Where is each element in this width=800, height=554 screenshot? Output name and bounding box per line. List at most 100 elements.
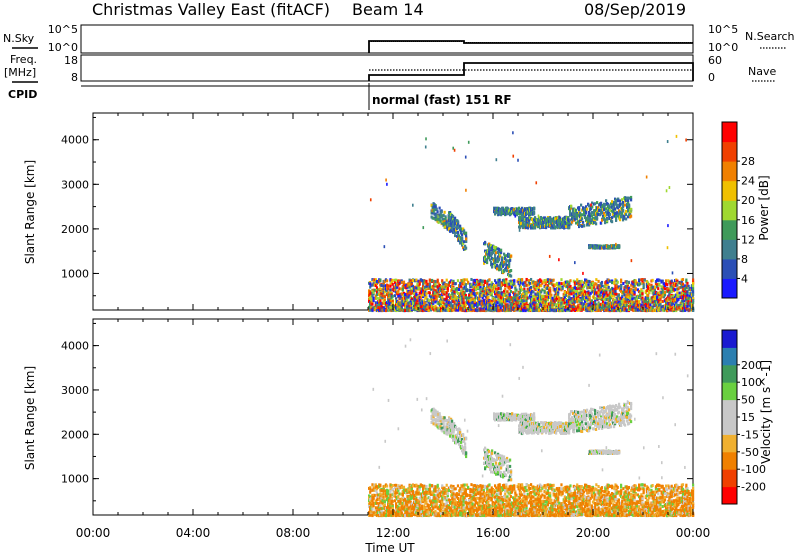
echo-cell	[446, 303, 449, 307]
echo-cell	[591, 210, 594, 214]
echo-cell	[463, 278, 466, 282]
echo-cell	[482, 286, 485, 290]
echo-cell	[589, 309, 592, 313]
echo-cell	[670, 307, 673, 311]
echo-cell	[400, 287, 403, 291]
echo-cell	[581, 296, 584, 300]
echo-cell	[611, 305, 614, 309]
echo-cell	[602, 292, 605, 296]
echo-cell	[553, 287, 556, 291]
echo-cell	[609, 293, 613, 297]
echo-cell	[462, 306, 465, 310]
echo-cell	[558, 281, 561, 285]
echo-cell	[643, 302, 646, 306]
echo-cell	[630, 283, 633, 287]
echo-cell	[668, 289, 671, 293]
echo-cell	[504, 283, 507, 287]
echo-cell	[479, 278, 482, 282]
echo-cell	[525, 295, 528, 299]
echo-cell	[508, 280, 511, 284]
echo-cell	[458, 234, 461, 238]
echo-cell	[612, 287, 615, 291]
echo-cell	[594, 290, 597, 294]
echo-cell	[445, 298, 448, 302]
echo-cell	[648, 304, 651, 308]
echo-cell	[607, 278, 610, 282]
echo-cell	[432, 209, 435, 213]
echo-cell	[552, 288, 555, 292]
echo-cell	[622, 203, 625, 207]
echo-cell	[387, 308, 390, 312]
echo-cell	[488, 306, 491, 310]
echo-cell	[542, 280, 545, 284]
echo-cell	[384, 301, 388, 305]
echo-cell	[543, 278, 546, 282]
echo-cell	[415, 306, 418, 310]
echo-cell	[415, 286, 418, 290]
echo-cell	[449, 296, 452, 300]
echo-cell	[634, 282, 637, 286]
echo-cell	[571, 299, 574, 303]
echo-cell	[469, 305, 472, 309]
echo-cell	[675, 304, 678, 308]
echo-cell	[668, 280, 671, 284]
echo-cell	[651, 291, 654, 295]
echo-cell	[572, 286, 575, 290]
echo-cell	[459, 297, 462, 301]
echo-cell	[469, 299, 472, 303]
echo-cell	[372, 288, 375, 292]
echo-cell	[515, 294, 518, 298]
echo-cell	[689, 308, 692, 312]
echo-cell	[374, 280, 377, 284]
echo-cell	[680, 282, 683, 286]
echo-cell	[659, 297, 662, 301]
echo-cell	[609, 305, 613, 309]
echo-cell	[606, 307, 609, 311]
echo-cell	[498, 291, 501, 295]
echo-cell	[452, 289, 455, 293]
echo-cell	[558, 285, 561, 289]
echo-cell	[449, 303, 452, 307]
echo-cell	[681, 288, 685, 292]
echo-cell	[604, 295, 607, 299]
echo-cell	[661, 291, 664, 295]
echo-cell	[406, 289, 409, 293]
echo-cell	[680, 284, 683, 288]
echo-cell	[468, 293, 471, 297]
echo-cell	[656, 296, 659, 300]
echo-cell	[584, 296, 587, 300]
echo-cell	[535, 286, 538, 290]
echo-cell	[671, 297, 674, 301]
echo-cell	[687, 308, 690, 312]
echo-cell	[551, 299, 554, 303]
echo-cell	[408, 278, 411, 282]
echo-cell	[660, 293, 663, 297]
echo-cell	[527, 281, 530, 285]
echo-cell	[407, 284, 410, 288]
echo-cell	[375, 286, 379, 290]
echo-cell	[404, 296, 407, 300]
echo-cell	[616, 308, 619, 312]
echo-cell	[465, 298, 469, 302]
echo-cell	[680, 280, 683, 284]
echo-cell	[662, 295, 665, 299]
echo-cell	[404, 285, 407, 289]
echo-cell	[587, 279, 590, 283]
echo-cell	[652, 285, 655, 289]
echo-cell	[443, 285, 446, 289]
echo-cell	[494, 249, 497, 253]
echo-cell	[467, 308, 470, 312]
echo-cell	[667, 287, 670, 291]
echo-cell	[612, 308, 615, 312]
echo-cell	[560, 302, 563, 306]
echo-cell	[582, 206, 585, 210]
echo-cell	[609, 296, 613, 300]
echo-cell	[413, 286, 416, 290]
echo-cell	[417, 279, 420, 283]
echo-cell	[482, 308, 485, 312]
echo-cell	[432, 293, 435, 297]
echo-cell	[530, 306, 533, 310]
echo-cell	[490, 283, 493, 287]
echo-cell	[630, 294, 633, 298]
echo-cell	[481, 287, 484, 291]
